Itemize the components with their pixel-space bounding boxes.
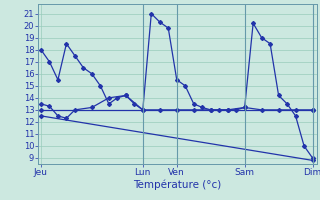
X-axis label: Température (°c): Température (°c): [133, 180, 222, 190]
